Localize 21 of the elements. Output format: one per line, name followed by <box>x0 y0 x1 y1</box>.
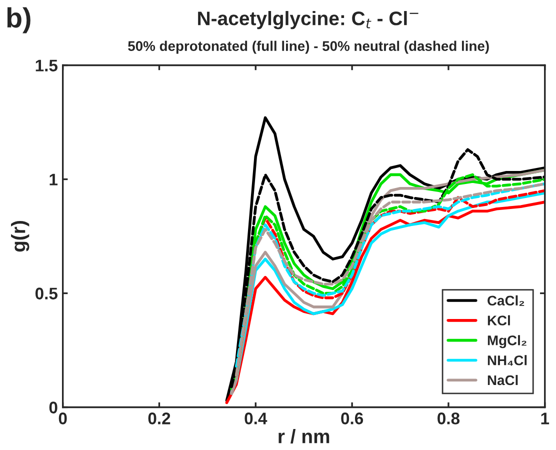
x-tick-label: 0 <box>58 412 67 424</box>
legend-label: NaCl <box>488 374 518 386</box>
x-tick-label: 1 <box>541 412 550 424</box>
chart-title: N-acetylglycine: C$_{t}$ - Cl$^{−}$ <box>198 11 418 30</box>
x-tick-label: 0.4 <box>244 412 268 424</box>
legend-label: MgCl₂ <box>488 335 526 348</box>
x-axis-title: r / nm <box>278 429 330 444</box>
legend-label: KCl <box>488 315 510 326</box>
y-tick-label: 1.5 <box>36 60 58 72</box>
y-axis-title: g(r) <box>11 221 30 252</box>
chart-subtitle: 50% deprotonated (full line) - 50% neutral (dashed line) <box>128 40 489 54</box>
line-series <box>225 116 545 402</box>
y-tick-label: 0 <box>49 402 58 414</box>
y-tick-label: 0.5 <box>35 288 58 300</box>
legend-label: NH₄Cl <box>488 355 527 366</box>
x-tick-label: 0.6 <box>341 412 364 424</box>
text: b) <box>7 7 30 34</box>
x-tick-label: 0.2 <box>148 412 170 424</box>
legend-label: CaCl₂ <box>488 295 524 306</box>
x-tick-label: 0.8 <box>438 412 460 424</box>
y-tick-label: 1 <box>50 174 58 186</box>
